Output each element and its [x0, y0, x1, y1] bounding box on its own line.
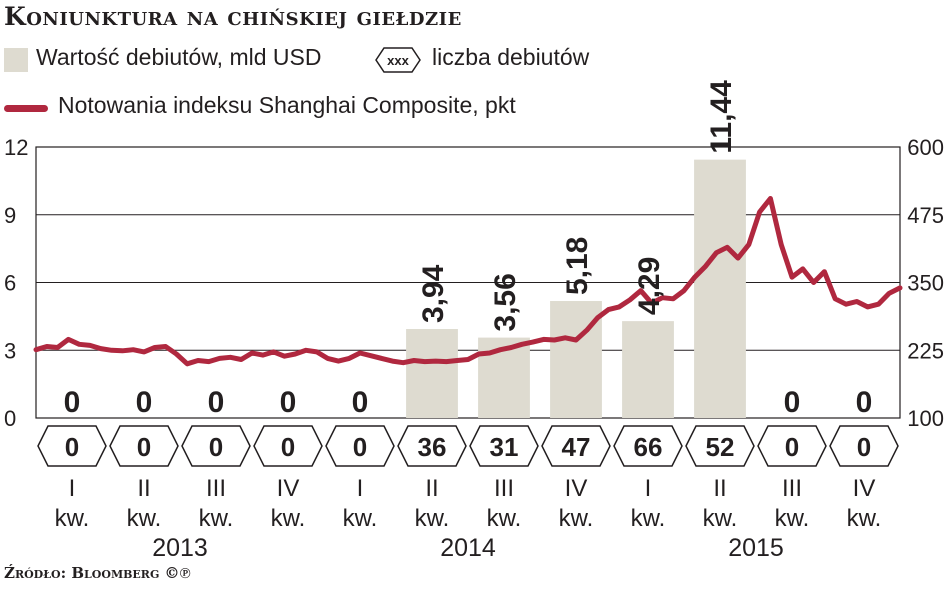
count-label: 0: [65, 432, 79, 462]
x-quarter-label: III: [494, 475, 514, 502]
count-badge-icon: [37, 425, 107, 467]
legend-count-label: liczba debiutów: [432, 44, 590, 70]
y-right-tick-label: 600: [907, 135, 944, 160]
legend-count-badge-icon: xxx: [375, 47, 421, 73]
x-quarter-suffix: kw.: [559, 505, 594, 532]
count-badge-icon: [757, 425, 827, 467]
y-left-tick-label: 3: [4, 338, 16, 363]
x-quarter-label: IV: [853, 475, 876, 502]
x-quarter-label: I: [69, 475, 76, 502]
legend-bar-swatch: [4, 48, 28, 72]
x-quarter-suffix: kw.: [847, 505, 882, 532]
bar-value-label: 4,29: [633, 257, 666, 315]
y-right-tick-label: 100: [907, 406, 944, 431]
count-label: 66: [634, 432, 663, 462]
bar-value-label: 0: [784, 386, 801, 419]
count-badge-icon: [829, 425, 899, 467]
y-left-tick-label: 12: [4, 135, 28, 160]
x-year-label: 2014: [440, 534, 496, 562]
x-quarter-suffix: kw.: [55, 505, 90, 532]
bar-value-label: 0: [136, 386, 153, 419]
y-left-tick-label: 9: [4, 203, 16, 228]
count-badge-icon: [109, 425, 179, 467]
legend-count-badge-text: xxx: [387, 53, 409, 68]
x-year-label: 2015: [728, 534, 784, 562]
bar-value-label: 3,94: [417, 264, 450, 323]
bar-value-label: 5,18: [561, 237, 594, 295]
bar-value-label: 0: [280, 386, 297, 419]
bar-value-label: 11,44: [705, 80, 738, 154]
count-label: 47: [562, 432, 591, 462]
x-quarter-suffix: kw.: [775, 505, 810, 532]
x-quarter-label: III: [782, 475, 802, 502]
legend-line-swatch: [4, 105, 48, 112]
x-year-label: 2013: [152, 534, 208, 562]
bar-value-label: 0: [208, 386, 225, 419]
count-label: 0: [785, 432, 799, 462]
y-left-tick-label: 6: [4, 271, 16, 296]
x-quarter-suffix: kw.: [271, 505, 306, 532]
x-quarter-suffix: kw.: [487, 505, 522, 532]
count-label: 31: [490, 432, 519, 462]
x-quarter-label: IV: [565, 475, 588, 502]
plot-frame: [35, 146, 901, 419]
count-label: 36: [418, 432, 447, 462]
bar-value-label: 0: [64, 386, 81, 419]
count-label: 0: [353, 432, 367, 462]
chart-title: Koniunktura na chińskiej giełdzie: [4, 2, 462, 31]
count-label: 0: [209, 432, 223, 462]
x-quarter-label: I: [645, 475, 652, 502]
x-quarter-suffix: kw.: [343, 505, 378, 532]
x-quarter-label: II: [425, 475, 438, 502]
count-label: 0: [281, 432, 295, 462]
bar-value-label: 0: [856, 386, 873, 419]
line-series-shanghai: [33, 196, 903, 367]
x-quarter-label: III: [206, 475, 226, 502]
count-badge-icon: [325, 425, 395, 467]
x-quarter-suffix: kw.: [199, 505, 234, 532]
x-quarter-suffix: kw.: [415, 505, 450, 532]
count-badge-icon: [613, 425, 683, 467]
x-quarter-label: II: [137, 475, 150, 502]
x-quarter-label: I: [357, 475, 364, 502]
y-right-tick-label: 350: [907, 271, 944, 296]
x-quarter-label: II: [713, 475, 726, 502]
count-badge-icon: [469, 425, 539, 467]
count-label: 0: [857, 432, 871, 462]
count-badge-icon: [541, 425, 611, 467]
count-badge-icon: [397, 425, 467, 467]
y-right-tick-label: 225: [907, 338, 944, 363]
bar: [622, 321, 674, 418]
count-badge-icon: [685, 425, 755, 467]
x-quarter-label: IV: [277, 475, 300, 502]
source-note: Źródło: Bloomberg ©℗: [4, 564, 191, 582]
x-quarter-suffix: kw.: [631, 505, 666, 532]
count-badge-icon: [181, 425, 251, 467]
legend-line-label: Notowania indeksu Shanghai Composite, pk…: [58, 92, 516, 118]
y-right-tick-label: 475: [907, 203, 944, 228]
y-left-tick-label: 0: [4, 406, 16, 431]
x-quarter-suffix: kw.: [127, 505, 162, 532]
bar-value-label: 0: [352, 386, 369, 419]
bar-value-label: 3,56: [489, 273, 522, 331]
count-label: 52: [706, 432, 735, 462]
legend-bars-label: Wartość debiutów, mld USD: [36, 44, 322, 70]
bar: [694, 159, 746, 418]
x-quarter-suffix: kw.: [703, 505, 738, 532]
count-badge-icon: [253, 425, 323, 467]
bar: [406, 329, 458, 418]
count-label: 0: [137, 432, 151, 462]
